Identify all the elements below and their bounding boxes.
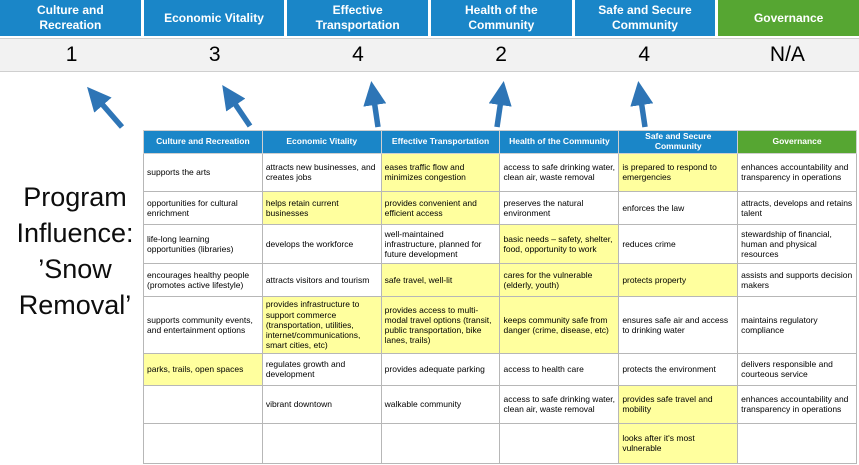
matrix-cell: ensures safe air and access to drinking … [618, 295, 739, 354]
matrix-cell: provides adequate parking [380, 352, 501, 386]
matrix-cell: helps retain current businesses [261, 190, 382, 225]
matrix-cell: looks after it's most vulnerable [618, 422, 739, 464]
matrix-cell: delivers responsible and courteous servi… [737, 352, 857, 386]
matrix-cell: encourages healthy people (promotes acti… [143, 262, 263, 297]
matrix-cell: eases traffic flow and minimizes congest… [380, 152, 501, 192]
matrix-cell: supports community events, and entertain… [143, 295, 263, 354]
matrix-cell: protects the environment [618, 352, 739, 386]
matrix-cell: preserves the natural environment [499, 190, 620, 225]
matrix-cell: access to health care [499, 352, 620, 386]
matrix-cell: life-long learning opportunities (librar… [143, 223, 263, 264]
matrix-cell: provides safe travel and mobility [618, 384, 739, 424]
matrix-cell: cares for the vulnerable (elderly, youth… [499, 262, 620, 297]
pillar-economic-vitality: Economic Vitality [143, 0, 285, 36]
matrix-cell: assists and supports decision makers [737, 262, 857, 297]
matrix-cell: supports the arts [143, 152, 263, 192]
up-arrow [363, 81, 387, 128]
score-row: 1 3 4 2 4 N/A [0, 38, 859, 72]
score-safe-and-secure-community: 4 [638, 43, 651, 66]
matrix-cell: well-maintained infrastructure, planned … [380, 223, 501, 264]
up-arrow [222, 84, 253, 128]
matrix-header-safe-and-secure-community: Safe and Secure Community [618, 130, 739, 154]
matrix-cell: enhances accountability and transparency… [737, 152, 857, 192]
matrix-cell [499, 422, 620, 464]
matrix-cell: access to safe drinking water, clean air… [499, 384, 620, 424]
matrix-cell: provides convenient and efficient access [380, 190, 501, 225]
score-culture-and-recreation: 1 [65, 43, 78, 66]
matrix-cell: provides access to multi-modal travel op… [380, 295, 501, 354]
pillar-culture-and-recreation: Culture and Recreation [0, 0, 141, 36]
program-influence-label: Program Influence: ’Snow Removal’ [16, 182, 134, 320]
pillar-safe-and-secure-community: Safe and Secure Community [574, 0, 716, 36]
pillar-effective-transportation: Effective Transportation [287, 0, 428, 36]
up-arrow [87, 86, 125, 129]
matrix-row-5: supports community events, and entertain… [143, 295, 857, 354]
matrix-cell: access to safe drinking water, clean air… [499, 152, 620, 192]
matrix-cell: develops the workforce [261, 223, 382, 264]
matrix-cell [143, 384, 263, 424]
score-governance: N/A [769, 43, 805, 66]
matrix-cell: is prepared to respond to emergencies [618, 152, 739, 192]
matrix-cell: vibrant downtown [261, 384, 382, 424]
matrix-header-economic-vitality: Economic Vitality [261, 130, 382, 154]
matrix-row-3: life-long learning opportunities (librar… [143, 223, 857, 264]
matrix-cell [380, 422, 501, 464]
pillar-governance: Governance [718, 0, 859, 36]
score-economic-vitality: 3 [208, 43, 221, 66]
matrix-cell: parks, trails, open spaces [143, 352, 263, 386]
matrix-cell: walkable community [380, 384, 501, 424]
matrix-cell: attracts new businesses, and creates job… [261, 152, 382, 192]
matrix-body: supports the arts attracts new businesses… [143, 152, 857, 464]
matrix-row-4: encourages healthy people (promotes acti… [143, 262, 857, 297]
matrix-cell [143, 422, 263, 464]
matrix-row-6: parks, trails, open spaces regulates grow… [143, 352, 857, 386]
matrix-header-health-of-the-community: Health of the Community [499, 130, 620, 154]
matrix-cell [737, 422, 857, 464]
matrix-row-8: looks after it's most vulnerable [143, 422, 857, 464]
matrix-cell: enhances accountability and transparency… [737, 384, 857, 424]
matrix-cell: reduces crime [618, 223, 739, 264]
score-health-of-the-community: 2 [495, 43, 507, 66]
matrix-cell: safe travel, well-lit [380, 262, 501, 297]
matrix-cell: stewardship of financial, human and phys… [737, 223, 857, 264]
matrix-cell: provides infrastructure to support comme… [261, 295, 382, 354]
matrix-cell: attracts, develops and retains talent [737, 190, 857, 225]
matrix-cell: basic needs – safety, shelter, food, opp… [499, 223, 620, 264]
matrix-cell [261, 422, 382, 464]
pillar-banner: Culture and Recreation Economic Vitality E… [0, 0, 859, 36]
up-arrow [488, 81, 512, 128]
matrix-header-culture-and-recreation: Culture and Recreation [143, 130, 263, 154]
matrix-row-7: vibrant downtown walkable community access… [143, 384, 857, 424]
pillar-matrix-table: Culture and Recreation Economic Vitality E… [143, 130, 857, 464]
matrix-cell: keeps community safe from danger (crime,… [499, 295, 620, 354]
up-arrow [630, 81, 654, 128]
matrix-row-1: supports the arts attracts new businesses… [143, 152, 857, 192]
matrix-header-row: Culture and Recreation Economic Vitality E… [143, 130, 857, 154]
matrix-header-effective-transportation: Effective Transportation [380, 130, 501, 154]
matrix-header-governance: Governance [737, 130, 857, 154]
matrix-cell: attracts visitors and tourism [261, 262, 382, 297]
pillar-health-of-the-community: Health of the Community [431, 0, 572, 36]
matrix-cell: opportunities for cultural enrichment [143, 190, 263, 225]
matrix-cell: protects property [618, 262, 739, 297]
matrix-row-2: opportunities for cultural enrichment hel… [143, 190, 857, 225]
matrix-cell: enforces the law [618, 190, 739, 225]
score-effective-transportation: 4 [352, 43, 364, 66]
matrix-cell: regulates growth and development [261, 352, 382, 386]
matrix-cell: maintains regulatory compliance [737, 295, 857, 354]
